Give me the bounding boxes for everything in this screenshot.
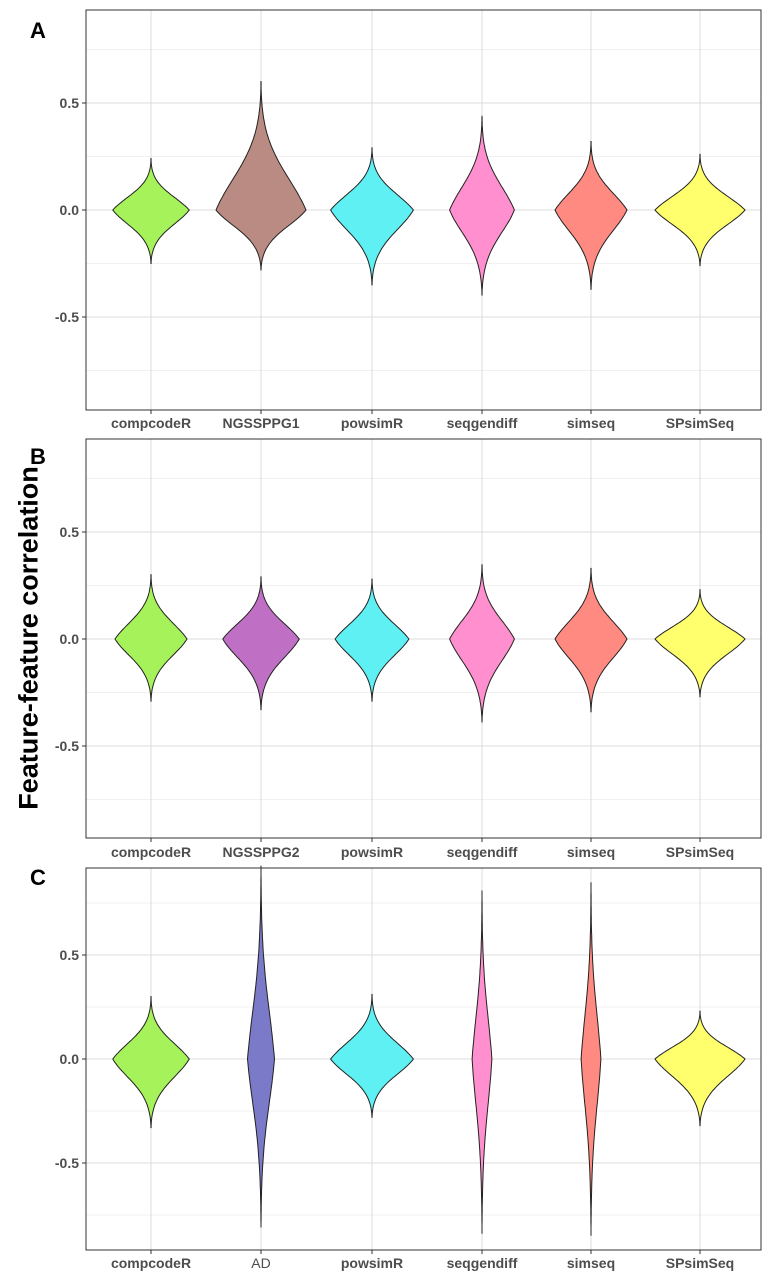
panel-label-b: B xyxy=(30,444,46,469)
x-tick-label-simseq: simseq xyxy=(567,415,615,431)
x-tick-label-seqgendiff: seqgendiff xyxy=(447,844,518,860)
y-axis-label: Feature-feature correlation xyxy=(13,466,44,810)
chart-panel-c: -0.5 0.0 0.5 compcodeR AD powsimR seqgendiff si… xyxy=(30,865,762,1271)
y-tick-label: -0.5 xyxy=(55,1155,79,1171)
violin-spsimseq xyxy=(654,1010,746,1127)
y-tick-label: -0.5 xyxy=(55,738,79,754)
chart-panel-b: -0.5 0.0 0.5 compcodeR NGSSPPG2 powsimR seqgen… xyxy=(30,438,762,860)
x-tick-label-ngssppg1: NGSSPPG1 xyxy=(222,415,299,431)
x-tick-label-seqgendiff: seqgendiff xyxy=(447,1255,518,1271)
violin-seqgendiff xyxy=(449,564,515,723)
y-tick-label: -0.5 xyxy=(55,309,79,325)
x-tick-label-simseq: simseq xyxy=(567,844,615,860)
x-tick-label-compcoder: compcodeR xyxy=(111,415,191,431)
violin-simseq xyxy=(580,882,602,1236)
x-tick-label-powsimr: powsimR xyxy=(341,1255,403,1271)
x-tick-label-seqgendiff: seqgendiff xyxy=(447,415,518,431)
x-tick-label-powsimr: powsimR xyxy=(341,415,403,431)
x-tick-label-compcoder: compcodeR xyxy=(111,844,191,860)
y-tick-label: 0.5 xyxy=(60,95,80,111)
violin-powsimr xyxy=(329,147,415,286)
x-tick-label-simseq: simseq xyxy=(567,1255,615,1271)
violin-simseq xyxy=(554,567,628,713)
violin-ngssppg1 xyxy=(215,81,307,271)
y-tick-label: 0.5 xyxy=(60,524,80,540)
violin-ad xyxy=(246,865,276,1228)
x-tick-label-spsimseq: SPsimSeq xyxy=(666,415,734,431)
violin-ngssppg2 xyxy=(222,576,300,711)
x-tick-label-powsimr: powsimR xyxy=(341,844,403,860)
violin-compcoder xyxy=(112,996,190,1129)
y-tick-label: 0.0 xyxy=(60,631,80,647)
violin-seqgendiff xyxy=(471,890,493,1234)
x-tick-label-spsimseq: SPsimSeq xyxy=(666,844,734,860)
violin-powsimr xyxy=(334,578,410,702)
y-tick-label: 0.0 xyxy=(60,1051,80,1067)
x-tick-label-spsimseq: SPsimSeq xyxy=(666,1255,734,1271)
y-tick-label: 0.5 xyxy=(60,947,80,963)
x-tick-label-ad: AD xyxy=(251,1255,270,1271)
panel-label-a: A xyxy=(30,18,46,43)
panel-label-c: C xyxy=(30,865,46,890)
violin-compcoder xyxy=(112,158,190,264)
violin-spsimseq xyxy=(654,153,746,267)
violin-compcoder xyxy=(114,574,188,702)
chart-panel-a: -0.5 0.0 0.5 compcodeR NGSSPPG1 powsimR seqgen… xyxy=(30,9,762,431)
x-tick-label-ngssppg2: NGSSPPG2 xyxy=(222,844,299,860)
violin-seqgendiff xyxy=(449,115,515,296)
violin-simseq xyxy=(554,141,628,290)
violin-powsimr xyxy=(329,994,415,1118)
x-tick-label-compcoder: compcodeR xyxy=(111,1255,191,1271)
y-tick-label: 0.0 xyxy=(60,202,80,218)
violin-spsimseq xyxy=(654,589,746,698)
